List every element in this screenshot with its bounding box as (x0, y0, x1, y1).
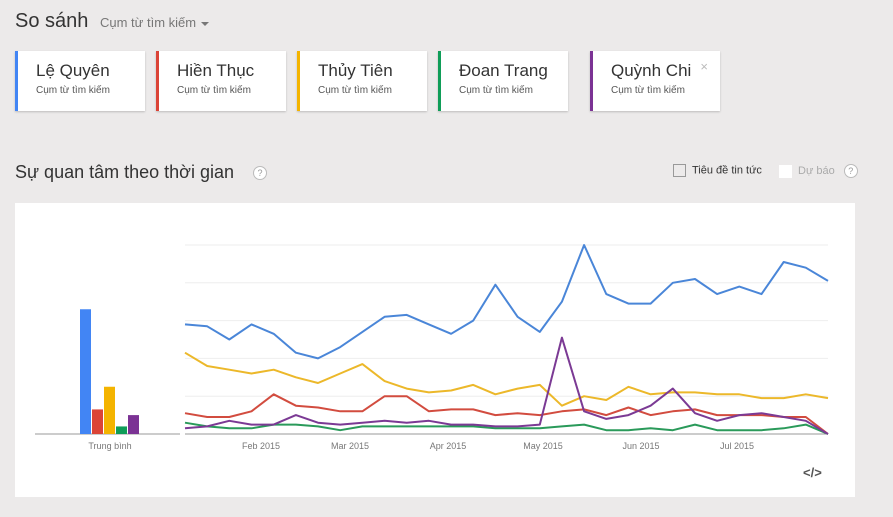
news-headlines-checkbox[interactable]: Tiêu đề tin tức (673, 164, 762, 177)
chart-panel: Trung bình Feb 2015 Mar 2015 Apr 2015 Ma… (15, 203, 855, 497)
compare-mode-label: Cụm từ tìm kiếm (100, 15, 197, 30)
help-icon[interactable]: ? (253, 166, 268, 181)
average-bar (80, 309, 91, 434)
term-type: Cụm từ tìm kiếm (611, 85, 685, 96)
x-tick-label: Mar 2015 (330, 441, 370, 451)
embed-code-icon[interactable]: </> (803, 465, 822, 480)
checkbox-icon (779, 164, 792, 178)
x-tick-label: Apr 2015 (429, 441, 467, 451)
term-card[interactable]: Thủy Tiên Cụm từ tìm kiếm (297, 51, 427, 111)
series-line (184, 351, 829, 407)
caret-down-icon (201, 21, 210, 26)
series-line (184, 244, 829, 360)
term-name: Quỳnh Chi (611, 61, 692, 80)
compare-mode-dropdown[interactable]: Cụm từ tìm kiếm (100, 15, 210, 30)
x-tick-label: Trung bình (88, 441, 132, 451)
term-type: Cụm từ tìm kiếm (459, 85, 533, 96)
term-card[interactable]: Quỳnh Chi Cụm từ tìm kiếm × (590, 51, 720, 111)
news-headlines-label: Tiêu đề tin tức (692, 164, 762, 177)
average-bar (104, 386, 115, 434)
series-line (184, 421, 829, 435)
section-title: Sự quan tâm theo thời gian ? (15, 162, 268, 183)
forecast-label: Dự báo (798, 165, 835, 177)
term-card[interactable]: Lệ Quyên Cụm từ tìm kiếm (15, 51, 145, 111)
term-name: Thủy Tiên (318, 61, 393, 80)
term-type: Cụm từ tìm kiếm (177, 85, 251, 96)
term-card[interactable]: Đoan Trang Cụm từ tìm kiếm (438, 51, 568, 111)
section-title-text: Sự quan tâm theo thời gian (15, 162, 234, 182)
x-tick-label: Feb 2015 (241, 441, 281, 451)
average-bar (128, 415, 139, 434)
term-name: Đoan Trang (459, 61, 548, 80)
x-tick-label: May 2015 (523, 441, 563, 451)
term-type: Cụm từ tìm kiếm (36, 85, 110, 96)
term-name: Hiền Thục (177, 61, 255, 80)
remove-term-close-icon[interactable]: × (700, 59, 708, 74)
average-bar (116, 426, 127, 434)
series-line (184, 393, 829, 435)
series-line (184, 336, 829, 435)
x-tick-label: Jul 2015 (719, 441, 755, 451)
term-name: Lệ Quyên (36, 61, 110, 80)
help-icon[interactable]: ? (843, 164, 858, 178)
interest-over-time-chart (35, 244, 829, 435)
average-bar (92, 409, 103, 434)
term-card[interactable]: Hiền Thục Cụm từ tìm kiếm (156, 51, 286, 111)
forecast-checkbox[interactable]: Dự báo ? (779, 164, 858, 178)
checkbox-icon (673, 164, 686, 177)
page-title: So sánh (15, 10, 89, 32)
x-tick-label: Jun 2015 (622, 441, 660, 451)
term-type: Cụm từ tìm kiếm (318, 85, 392, 96)
